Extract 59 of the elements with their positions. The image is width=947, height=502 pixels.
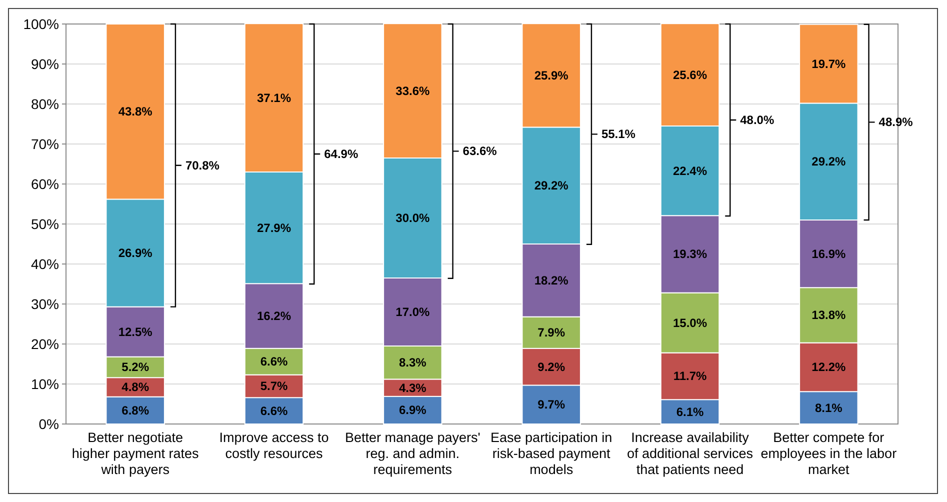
annotation: 70.8% bbox=[185, 158, 220, 172]
y-tick-label: 40% bbox=[30, 256, 59, 272]
data-label: 25.6% bbox=[672, 68, 708, 82]
data-label: 9.7% bbox=[538, 398, 566, 412]
y-tick-label: 50% bbox=[30, 216, 59, 232]
data-label: 6.8% bbox=[122, 403, 150, 418]
data-label: 6.6% bbox=[260, 354, 288, 369]
data-label: 5.2% bbox=[122, 360, 150, 374]
y-tick-label: 80% bbox=[30, 96, 59, 112]
annotation: 55.1% bbox=[601, 127, 636, 142]
x-tick-label: Better manage payers' reg. and admin. requirements bbox=[344, 430, 480, 477]
y-tick-label: 100% bbox=[23, 16, 59, 32]
data-label: 12.5% bbox=[118, 324, 153, 339]
annotation: 48.9% bbox=[878, 115, 914, 130]
data-label: 19.7% bbox=[812, 56, 846, 71]
data-label: 6.6% bbox=[260, 404, 288, 418]
data-label: 43.8% bbox=[118, 104, 153, 119]
data-label: 18.2% bbox=[534, 273, 569, 288]
data-label: 4.3% bbox=[398, 380, 427, 395]
data-label: 8.1% bbox=[814, 400, 843, 415]
data-label: 9.2% bbox=[538, 360, 566, 374]
data-label: 12.2% bbox=[812, 360, 846, 374]
x-tick-label: Increase availability of additional services that patients need bbox=[626, 430, 754, 477]
data-label: 22.4% bbox=[672, 164, 708, 178]
data-label: 8.3% bbox=[398, 356, 427, 370]
data-label: 7.9% bbox=[538, 326, 566, 340]
data-label: 17.0% bbox=[396, 305, 430, 319]
data-label: 19.3% bbox=[672, 247, 708, 262]
y-tick-label: 90% bbox=[30, 56, 59, 72]
x-tick-label: Ease participation in risk-based payment models bbox=[490, 430, 612, 477]
data-label: 30.0% bbox=[396, 211, 430, 225]
y-tick-label: 0% bbox=[38, 416, 59, 432]
y-tick-label: 10% bbox=[30, 376, 59, 392]
data-label: 27.9% bbox=[256, 220, 292, 235]
y-tick-label: 20% bbox=[30, 336, 59, 352]
x-tick-label: Better compete for employees in the labor market bbox=[760, 430, 898, 477]
data-label: 26.9% bbox=[118, 246, 153, 260]
data-label: 11.7% bbox=[673, 369, 708, 384]
annotation: 63.6% bbox=[462, 144, 498, 158]
data-label: 13.8% bbox=[812, 308, 846, 322]
data-label: 29.2% bbox=[534, 178, 569, 193]
x-tick-label: Better negotiate higher payment rates with payers bbox=[72, 430, 199, 477]
data-label: 6.9% bbox=[398, 403, 427, 418]
annotation: 48.0% bbox=[740, 113, 774, 127]
data-label: 37.1% bbox=[256, 90, 292, 105]
data-label: 15.0% bbox=[672, 316, 708, 330]
data-label: 4.8% bbox=[122, 380, 150, 394]
data-label: 16.9% bbox=[812, 246, 846, 261]
data-label: 16.2% bbox=[256, 309, 292, 323]
y-tick-label: 60% bbox=[30, 176, 59, 192]
annotation: 64.9% bbox=[324, 147, 358, 161]
y-tick-label: 30% bbox=[30, 296, 59, 312]
data-label: 33.6% bbox=[396, 84, 430, 98]
data-label: 25.9% bbox=[534, 68, 569, 82]
data-label: 6.1% bbox=[676, 404, 704, 419]
x-tick-label: Improve access to costly resources bbox=[219, 430, 329, 461]
data-label: 29.2% bbox=[812, 154, 846, 169]
data-label: 5.7% bbox=[260, 379, 288, 394]
y-tick-label: 70% bbox=[30, 136, 59, 152]
